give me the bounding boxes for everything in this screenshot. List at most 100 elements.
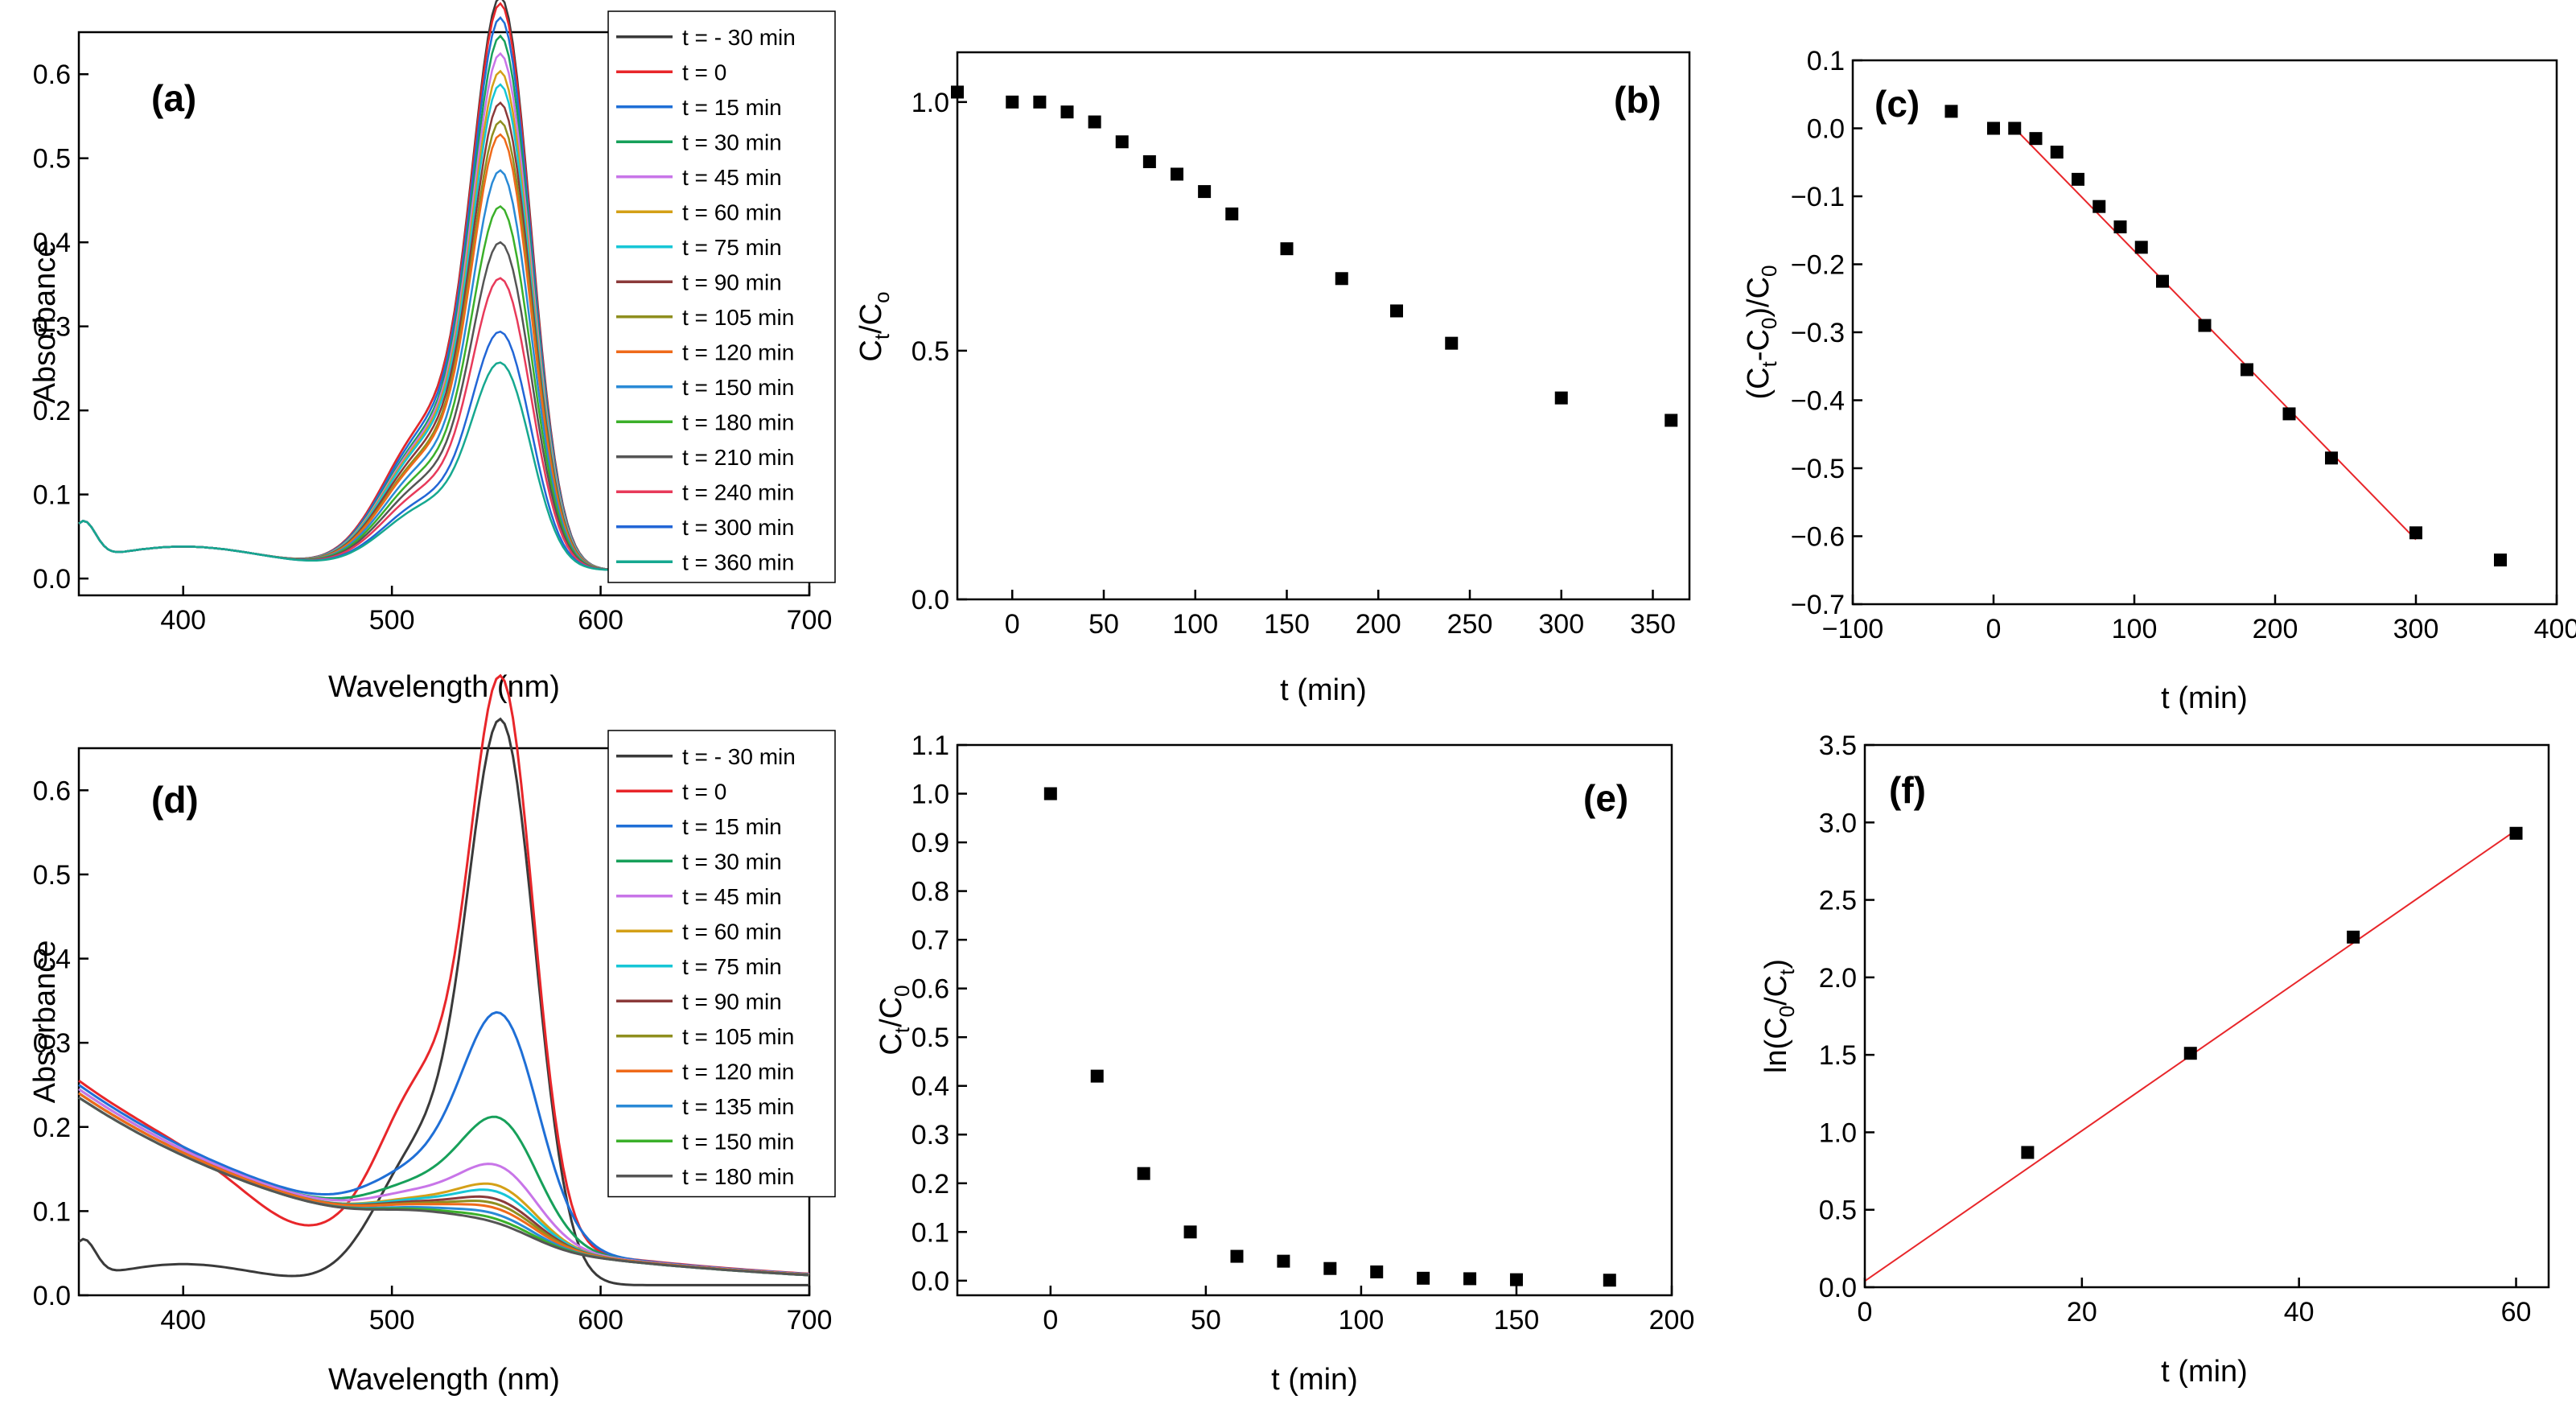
panel-c-ytick-label-1: 0.0	[1807, 114, 1845, 145]
panel-e-point-1	[1090, 1069, 1104, 1083]
panel-d-ytick-label-5: 0.5	[33, 860, 71, 891]
panel-f-chart: (f) t (min) ln(C0/Ct) 0 20 40 600.00.51.01.…	[1759, 731, 2550, 1389]
panel-b-ylabel-sub2: o	[870, 291, 894, 302]
panel-b-point-14	[1554, 391, 1568, 405]
panel-c-xtick-label-2: 100	[2112, 614, 2158, 644]
panel-d-label: (d)	[151, 779, 199, 821]
panel-a-ytick-label-3: 0.3	[33, 312, 71, 343]
panel-a-legend-label-8: t = 105 min	[682, 305, 794, 330]
panel-d-ytick-label-6: 0.6	[33, 776, 71, 806]
panel-b-point-8	[1198, 185, 1212, 199]
panel-d-ylabel: Absorbance	[28, 940, 62, 1104]
panel-e-ytick-label-3: 0.3	[911, 1120, 949, 1150]
panel-c-ytick-label-2: −0.1	[1791, 182, 1845, 212]
panel-c-point-14	[2409, 526, 2422, 540]
panel-d-xlabel: Wavelength (nm)	[328, 1363, 560, 1397]
panel-a-tick-layer: 400 500 600 700 0.0 0.1 0.2 0.3 0.4 0.5 0.6	[33, 60, 833, 636]
panel-a-legend: t = - 30 min t = 0 t = 15 min t = 30 min t =…	[607, 10, 836, 583]
panel-a-chart: (a) Wavelength (nm) Absorbance 400 500 600…	[28, 0, 836, 704]
panel-c-point-5	[2072, 172, 2084, 186]
panel-d-xtick-label-2: 600	[578, 1305, 623, 1336]
panel-e-ytick-label-0: 0.0	[911, 1266, 949, 1297]
panel-f-point-2	[2347, 930, 2360, 944]
panel-b-ylabel-sep: /C	[854, 303, 888, 334]
panel-b-point-12	[1390, 304, 1403, 318]
panel-c-point-7	[2113, 220, 2127, 234]
panel-c-xtick-label-5: 400	[2534, 614, 2576, 644]
panel-d-ytick-label-4: 0.4	[33, 945, 71, 975]
panel-e-point-8	[1417, 1271, 1430, 1285]
panel-c-point-8	[2134, 241, 2148, 254]
panel-a-xtick-label-1: 500	[369, 605, 415, 636]
panel-a-ytick-label-4: 0.4	[33, 228, 71, 258]
panel-d-xtick-label-3: 700	[787, 1305, 833, 1336]
panel-f-series-layer	[1864, 826, 2523, 1282]
panel-e-point-0	[1043, 787, 1057, 800]
panel-b-point-2	[1033, 95, 1047, 109]
panel-d-legend-label-0: t = - 30 min	[682, 744, 796, 769]
panel-b-ylabel: Ct/Co	[854, 291, 894, 361]
panel-c-point-3	[2029, 132, 2043, 146]
panel-e-point-2	[1137, 1167, 1150, 1180]
panel-e-xlabel: t (min)	[1271, 1363, 1358, 1397]
panel-c-xtick-label-3: 200	[2253, 614, 2298, 644]
panel-d-chart: (d) Wavelength (nm) Absorbance 400 500 600…	[28, 673, 836, 1397]
panel-f-ylabel-text: ln(C0/Ct)	[1759, 959, 1799, 1073]
panel-f-xtick-label-1: 20	[2067, 1297, 2097, 1327]
panel-c-tick-layer: −100 0 100 200 300 400 0.1 0.0 −0.1 −0.2 −0.3 −0.4 −…	[1791, 46, 2576, 644]
panel-f-point-3	[2509, 826, 2523, 840]
panel-c-point-4	[2050, 146, 2064, 159]
panel-e-ylabel-sub2: 0	[890, 985, 914, 996]
panel-e-xtick-label-0: 0	[1043, 1305, 1058, 1336]
panel-d-series-layer	[78, 673, 810, 1286]
panel-a-legend-label-3: t = 30 min	[682, 130, 782, 154]
panel-c-frame	[1851, 59, 2558, 606]
panel-f-xlabel: t (min)	[2161, 1355, 2248, 1389]
panel-b-label: (b)	[1614, 79, 1661, 121]
panel-d-series-12	[78, 1096, 810, 1277]
panel-c-point-11	[2241, 363, 2253, 377]
panel-e-point-7	[1370, 1265, 1384, 1278]
panel-c-label: (c)	[1874, 83, 1920, 125]
panel-a-ytick-label-2: 0.2	[33, 396, 71, 426]
panel-b-ylabel-sub1: t	[870, 333, 894, 340]
panel-e-point-11	[1603, 1274, 1616, 1287]
panel-e-point-3	[1183, 1225, 1197, 1239]
panel-b-xtick-label-1: 50	[1088, 609, 1119, 640]
panel-c-ylabel-p2: -C	[1742, 329, 1776, 361]
panel-e-ytick-label-10: 1.0	[911, 780, 949, 810]
panel-c-point-1	[1987, 121, 2000, 135]
panel-d-legend-label-10: t = 135 min	[682, 1094, 794, 1119]
panel-c-ytick-label-5: −0.4	[1791, 386, 1845, 417]
panel-a-legend-label-5: t = 60 min	[682, 200, 782, 224]
panel-b-point-6	[1142, 155, 1156, 168]
panel-e-label: (e)	[1583, 777, 1628, 819]
panel-a-legend-label-1: t = 0	[682, 60, 726, 84]
panel-e-ylabel: Ct/C0	[874, 985, 914, 1055]
panel-f-ytick-label-5: 2.5	[1819, 886, 1857, 916]
panel-b-ytick-label-0: 0.0	[911, 585, 949, 615]
panel-b-xtick-label-7: 350	[1630, 609, 1676, 640]
panel-c-xtick-label-4: 300	[2393, 614, 2439, 644]
panel-b-xtick-label-2: 100	[1172, 609, 1218, 640]
panel-c-point-9	[2156, 274, 2169, 288]
panel-c-ytick-label-7: −0.6	[1791, 522, 1845, 553]
panel-e-xtick-label-3: 150	[1494, 1305, 1540, 1336]
panel-c-ytick-label-8: −0.7	[1791, 590, 1845, 620]
panel-e-ytick-label-5: 0.5	[911, 1023, 949, 1053]
panel-d-legend-label-4: t = 45 min	[682, 884, 782, 909]
panel-c-ylabel-p1: t	[1757, 360, 1781, 367]
panel-e-ylabel-sep: /C	[874, 997, 908, 1027]
panel-c-point-15	[2494, 554, 2507, 567]
panel-b-chart: (b) t (min) Ct/Co 0 50 100 150 200 250 300 3500…	[854, 51, 1691, 707]
panel-a-legend-label-9: t = 120 min	[682, 340, 794, 364]
panel-c-fit-line	[2014, 127, 2417, 541]
panel-f-ylabel-p3: t	[1775, 969, 1799, 975]
panel-a-ytick-label-5: 0.5	[33, 144, 71, 175]
panel-e-xtick-label-4: 200	[1649, 1305, 1695, 1336]
panel-a-legend-label-11: t = 180 min	[682, 410, 794, 434]
panel-e-ylabel-sub1: t	[890, 1027, 914, 1033]
panel-e-point-9	[1463, 1272, 1477, 1286]
panel-f-ylabel-p1: 0	[1775, 1006, 1799, 1017]
panel-f-xtick-label-0: 0	[1858, 1297, 1873, 1327]
